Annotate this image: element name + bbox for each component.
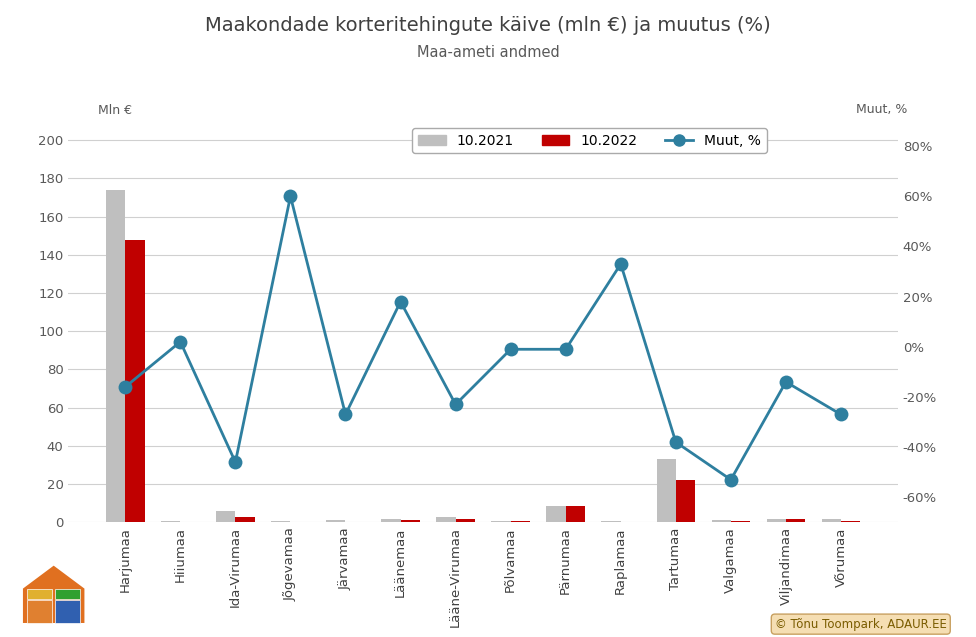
Polygon shape	[27, 600, 52, 623]
Polygon shape	[56, 589, 80, 599]
Bar	[841, 521, 860, 522]
Text: © Tõnu Toompark, ADAUR.EE: © Tõnu Toompark, ADAUR.EE	[775, 618, 947, 631]
Bar	[400, 520, 420, 522]
Bar	[547, 506, 566, 522]
Polygon shape	[23, 566, 84, 623]
Polygon shape	[56, 600, 80, 623]
Bar	[491, 521, 510, 522]
Bar	[822, 520, 841, 522]
Bar	[235, 517, 255, 522]
Polygon shape	[27, 589, 52, 599]
Bar	[161, 521, 181, 522]
Text: Muut, %: Muut, %	[856, 103, 907, 116]
Bar	[731, 521, 751, 522]
Bar	[766, 519, 786, 522]
Bar	[326, 520, 346, 522]
Bar	[601, 521, 621, 522]
Text: Mln €: Mln €	[98, 104, 132, 117]
Bar	[675, 480, 695, 522]
Bar	[510, 521, 530, 522]
Bar	[436, 517, 456, 522]
Bar	[786, 520, 805, 522]
Bar	[566, 506, 585, 522]
Bar	[125, 240, 144, 522]
Bar	[271, 521, 291, 522]
Bar	[712, 520, 731, 522]
Text: Maa-ameti andmed: Maa-ameti andmed	[417, 45, 559, 60]
Bar	[382, 520, 400, 522]
Bar	[106, 190, 125, 522]
Text: Maakondade korteritehingute käive (mln €) ja muutus (%): Maakondade korteritehingute käive (mln €…	[205, 16, 771, 35]
Bar	[657, 459, 675, 522]
Bar	[216, 511, 235, 522]
Bar	[456, 520, 475, 522]
Legend: 10.2021, 10.2022, Muut, %: 10.2021, 10.2022, Muut, %	[412, 128, 766, 153]
